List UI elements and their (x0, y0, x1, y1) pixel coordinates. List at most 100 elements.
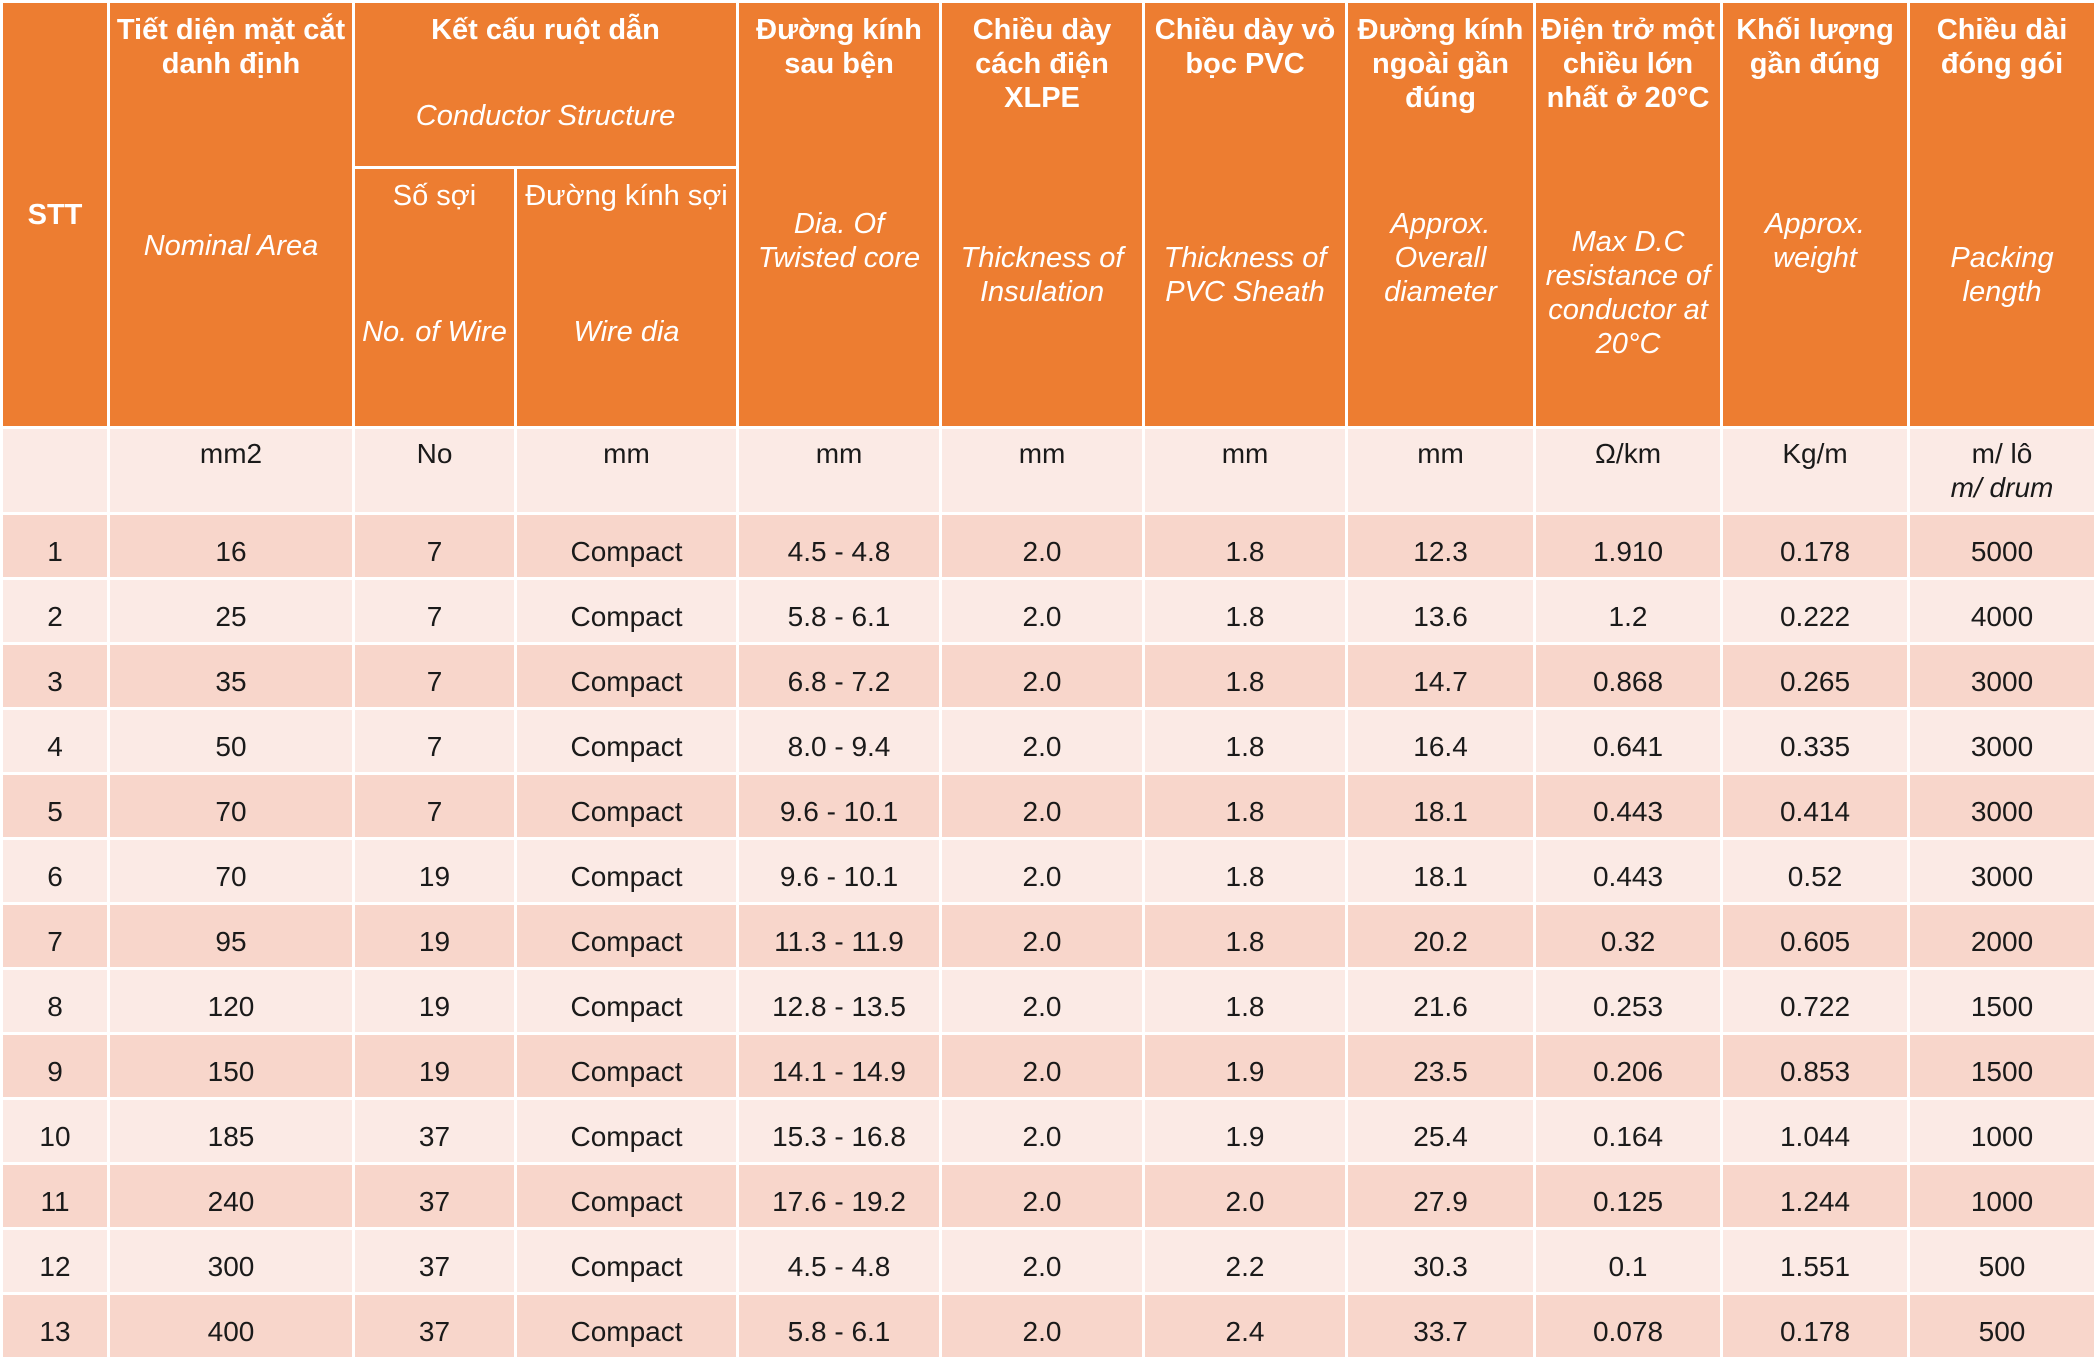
cell-twisted-core: 4.5 - 4.8 (736, 1227, 943, 1295)
cell-twisted-core: 15.3 - 16.8 (736, 1097, 943, 1165)
cell-wire-dia: Compact (513, 707, 740, 775)
header-weight-vi: Khối lượng gần đúng (1736, 14, 1894, 80)
cell-twisted-core: 4.5 - 4.8 (736, 512, 943, 580)
cell-wire-dia: Compact (513, 1162, 740, 1230)
header-stt: STT (0, 0, 110, 429)
cell-sheath: 1.8 (1142, 902, 1349, 970)
cell-dc-resistance: 0.125 (1533, 1162, 1724, 1230)
header-sheath-vi: Chiều dày vỏ bọc PVC (1154, 14, 1336, 80)
table-row: 4 50 7 Compact 8.0 - 9.4 2.0 1.8 16.4 0.641 0.335… (0, 707, 2096, 775)
cell-twisted-core: 14.1 - 14.9 (736, 1032, 943, 1100)
cell-packing-length: 2000 (1907, 902, 2096, 970)
cell-insulation: 2.0 (939, 577, 1146, 645)
table-row: 1 16 7 Compact 4.5 - 4.8 2.0 1.8 12.3 1.910 0.178… (0, 512, 2096, 580)
cell-nominal-area: 95 (107, 902, 355, 970)
cell-wire-dia: Compact (513, 1292, 740, 1360)
header-weight-en: Approx. weight (1765, 208, 1865, 274)
header-wire-dia: Đường kính sợi Wire dia (513, 166, 740, 429)
cell-wire-dia: Compact (513, 1227, 740, 1295)
unit-packing-en: m/ drum (1950, 472, 2054, 503)
cell-stt: 1 (0, 512, 110, 580)
table-row: 5 70 7 Compact 9.6 - 10.1 2.0 1.8 18.1 0.443 0.41… (0, 772, 2096, 840)
cell-twisted-core: 12.8 - 13.5 (736, 967, 943, 1035)
cell-insulation: 2.0 (939, 1032, 1146, 1100)
cell-no-of-wire: 19 (352, 967, 517, 1035)
header-sheath-en: Thickness of PVC Sheath (1163, 242, 1327, 308)
cell-insulation: 2.0 (939, 642, 1146, 710)
header-packing-length-en: Packing length (1950, 242, 2054, 308)
cell-nominal-area: 400 (107, 1292, 355, 1360)
table-row: 7 95 19 Compact 11.3 - 11.9 2.0 1.8 20.2 0.32 0.6… (0, 902, 2096, 970)
cell-no-of-wire: 7 (352, 772, 517, 840)
cell-twisted-core: 17.6 - 19.2 (736, 1162, 943, 1230)
cell-packing-length: 3000 (1907, 642, 2096, 710)
cell-packing-length: 5000 (1907, 512, 2096, 580)
cell-stt: 7 (0, 902, 110, 970)
header-conductor-structure-vi: Kết cấu ruột dẫn (431, 14, 660, 46)
cell-weight: 1.244 (1720, 1162, 1911, 1230)
header-dc-resistance: Điện trở một chiều lớn nhất ở 20°C Max D… (1533, 0, 1724, 429)
cell-twisted-core: 9.6 - 10.1 (736, 837, 943, 905)
cell-dc-resistance: 0.641 (1533, 707, 1724, 775)
unit-packing-vi: m/ lô (1971, 438, 2033, 469)
unit-wires: No (352, 426, 517, 515)
cell-nominal-area: 150 (107, 1032, 355, 1100)
unit-sheath: mm (1142, 426, 1349, 515)
cell-stt: 13 (0, 1292, 110, 1360)
cell-no-of-wire: 37 (352, 1097, 517, 1165)
cell-overall-diameter: 13.6 (1345, 577, 1537, 645)
cell-sheath: 1.8 (1142, 837, 1349, 905)
cell-wire-dia: Compact (513, 837, 740, 905)
cell-nominal-area: 16 (107, 512, 355, 580)
header-weight: Khối lượng gần đúng Approx. weight (1720, 0, 1911, 429)
header-twisted-core-en: Dia. Of Twisted core (757, 208, 921, 274)
cell-insulation: 2.0 (939, 772, 1146, 840)
cell-sheath: 1.8 (1142, 512, 1349, 580)
cell-insulation: 2.0 (939, 1097, 1146, 1165)
unit-twisted: mm (736, 426, 943, 515)
cell-stt: 4 (0, 707, 110, 775)
units-row: mm2 No mm mm mm mm mm Ω/km Kg/m m/ lô m/… (0, 426, 2096, 515)
cell-sheath: 2.2 (1142, 1227, 1349, 1295)
cell-twisted-core: 8.0 - 9.4 (736, 707, 943, 775)
cell-insulation: 2.0 (939, 967, 1146, 1035)
cell-nominal-area: 25 (107, 577, 355, 645)
header-wire-dia-vi: Đường kính sợi (525, 180, 728, 212)
cell-weight: 0.178 (1720, 1292, 1911, 1360)
cell-packing-length: 500 (1907, 1292, 2096, 1360)
cell-no-of-wire: 37 (352, 1292, 517, 1360)
cell-wire-dia: Compact (513, 642, 740, 710)
unit-packing: m/ lô m/ drum (1907, 426, 2096, 515)
cell-overall-diameter: 12.3 (1345, 512, 1537, 580)
cell-dc-resistance: 0.868 (1533, 642, 1724, 710)
cell-nominal-area: 300 (107, 1227, 355, 1295)
cell-packing-length: 3000 (1907, 772, 2096, 840)
cell-overall-diameter: 20.2 (1345, 902, 1537, 970)
table-row: 12 300 37 Compact 4.5 - 4.8 2.0 2.2 30.3 0.1 1.55… (0, 1227, 2096, 1295)
cell-sheath: 1.8 (1142, 642, 1349, 710)
cell-sheath: 1.9 (1142, 1097, 1349, 1165)
cell-sheath: 1.8 (1142, 577, 1349, 645)
cell-packing-length: 1500 (1907, 1032, 2096, 1100)
cell-overall-diameter: 14.7 (1345, 642, 1537, 710)
cell-twisted-core: 11.3 - 11.9 (736, 902, 943, 970)
cell-dc-resistance: 0.443 (1533, 837, 1724, 905)
cell-packing-length: 1500 (1907, 967, 2096, 1035)
cell-overall-diameter: 21.6 (1345, 967, 1537, 1035)
cell-sheath: 1.9 (1142, 1032, 1349, 1100)
cell-weight: 0.265 (1720, 642, 1911, 710)
cell-stt: 3 (0, 642, 110, 710)
table-header: STT Tiết diện mặt cắt danh định Nominal … (0, 0, 2096, 429)
cell-overall-diameter: 18.1 (1345, 837, 1537, 905)
header-no-of-wire-en: No. of Wire (362, 316, 507, 348)
table-row: 3 35 7 Compact 6.8 - 7.2 2.0 1.8 14.7 0.868 0.265… (0, 642, 2096, 710)
table-body: mm2 No mm mm mm mm mm Ω/km Kg/m m/ lô m/… (0, 426, 2096, 1360)
header-overall-diameter-en: Approx. Overall diameter (1384, 208, 1497, 308)
table-row: 11 240 37 Compact 17.6 - 19.2 2.0 2.0 27.9 0.125… (0, 1162, 2096, 1230)
header-nominal-area-en: Nominal Area (143, 230, 319, 262)
cell-dc-resistance: 0.206 (1533, 1032, 1724, 1100)
unit-stt (0, 426, 110, 515)
cell-no-of-wire: 19 (352, 902, 517, 970)
cell-no-of-wire: 19 (352, 1032, 517, 1100)
header-overall-diameter-vi: Đường kính ngoài gần đúng (1357, 14, 1524, 114)
